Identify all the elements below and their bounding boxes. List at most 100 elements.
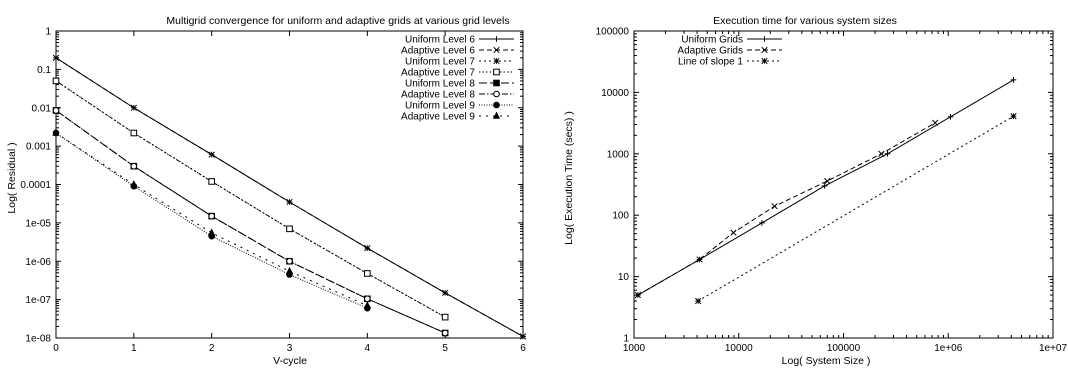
residual-chart-xlabel: V-cycle bbox=[273, 355, 307, 367]
x-tick-label: 5 bbox=[442, 343, 448, 354]
series-adaptive-grids bbox=[634, 119, 939, 299]
legend-label: Uniform Grids bbox=[681, 35, 743, 46]
y-tick-label: 1e-05 bbox=[25, 218, 51, 229]
legend-marker bbox=[493, 68, 500, 76]
data-point bbox=[771, 203, 778, 210]
data-point bbox=[130, 162, 138, 170]
exec-time-chart-xlabel: Log( System Size ) bbox=[782, 355, 871, 367]
y-tick-label: 0.01 bbox=[32, 103, 52, 114]
exec-time-chart: Execution time for various system sizes … bbox=[563, 15, 1067, 367]
data-point bbox=[285, 266, 294, 275]
x-tick-label: 10000 bbox=[725, 343, 753, 354]
legend-marker bbox=[493, 79, 500, 87]
data-point bbox=[441, 313, 449, 321]
x-tick-label: 100000 bbox=[827, 343, 861, 354]
legend-label: Adaptive Level 9 bbox=[401, 112, 475, 123]
data-point bbox=[759, 220, 765, 226]
y-tick-label: 1e-06 bbox=[25, 257, 51, 268]
data-point bbox=[364, 270, 371, 277]
legend-marker bbox=[761, 57, 768, 65]
data-point bbox=[694, 297, 702, 305]
legend-marker bbox=[492, 111, 501, 119]
y-tick-label: 0.1 bbox=[37, 65, 51, 76]
data-point bbox=[208, 151, 215, 158]
data-point bbox=[634, 291, 642, 299]
data-point bbox=[932, 119, 939, 126]
legend-entry: Adaptive Grids bbox=[677, 46, 782, 57]
data-point bbox=[1010, 113, 1017, 120]
series-uniform-level-7 bbox=[52, 77, 449, 321]
data-point bbox=[947, 114, 954, 120]
legend-marker bbox=[493, 36, 500, 42]
legend-marker bbox=[493, 57, 500, 65]
series-line bbox=[55, 110, 446, 334]
legend-label: Adaptive Level 8 bbox=[401, 90, 475, 101]
series-line-of-slope-1 bbox=[694, 113, 1017, 305]
data-point bbox=[363, 301, 371, 309]
legend-entry: Line of slope 1 bbox=[678, 57, 782, 68]
x-tick-label: 3 bbox=[287, 343, 293, 354]
x-tick-label: 6 bbox=[520, 343, 526, 354]
data-point bbox=[286, 198, 293, 206]
legend-label: Adaptive Level 7 bbox=[401, 68, 475, 79]
x-tick-label: 2 bbox=[209, 343, 215, 354]
exec-time-chart-ticks: 1000 10000 100000 1e+06 1e+07 1 10 100 1000 10000… bbox=[596, 27, 1068, 355]
data-point bbox=[730, 229, 737, 236]
legend-label: Uniform Level 9 bbox=[405, 101, 475, 112]
series-adaptive-level-6 bbox=[52, 54, 527, 340]
series-line bbox=[637, 122, 936, 296]
legend-entry: Uniform Level 7 bbox=[405, 57, 514, 68]
data-point bbox=[52, 54, 60, 61]
y-tick-label: 0.0001 bbox=[20, 180, 51, 191]
data-point bbox=[364, 244, 371, 252]
series-adaptive-level-9 bbox=[52, 128, 371, 309]
legend-label: Adaptive Grids bbox=[677, 46, 743, 57]
legend-label: Line of slope 1 bbox=[678, 57, 743, 68]
residual-chart-series bbox=[52, 54, 527, 340]
residual-chart-title: Multigrid convergence for uniform and ad… bbox=[166, 15, 509, 27]
exec-time-chart-series bbox=[634, 77, 1017, 305]
legend-label: Uniform Level 8 bbox=[405, 79, 475, 90]
legend-marker bbox=[493, 101, 500, 109]
residual-chart: Multigrid convergence for uniform and ad… bbox=[6, 15, 526, 367]
data-point bbox=[52, 128, 60, 136]
exec-time-plot-frame bbox=[633, 30, 1054, 339]
data-point bbox=[1010, 77, 1017, 83]
data-point bbox=[364, 295, 371, 303]
data-point bbox=[130, 180, 138, 188]
exec-time-chart-ylabel: Log( Execution Time (secs) ) bbox=[563, 111, 575, 245]
data-point bbox=[696, 256, 703, 263]
series-uniform-level-8 bbox=[52, 107, 449, 337]
exec-time-chart-title: Execution time for various system sizes bbox=[713, 15, 897, 27]
legend-entry: Uniform Level 8 bbox=[405, 79, 514, 90]
legend-label: Uniform Level 6 bbox=[405, 35, 475, 46]
series-adaptive-level-8 bbox=[52, 107, 449, 337]
y-tick-label: 0.001 bbox=[26, 142, 51, 153]
x-tick-label: 4 bbox=[365, 343, 371, 354]
legend-entry: Adaptive Level 9 bbox=[401, 112, 514, 123]
data-point bbox=[442, 289, 449, 297]
data-point bbox=[208, 178, 215, 185]
y-tick-label: 1000 bbox=[607, 149, 630, 160]
x-tick-label: 1e+06 bbox=[934, 343, 963, 354]
data-point bbox=[824, 177, 831, 185]
y-tick-label: 1e-07 bbox=[25, 295, 51, 306]
data-point bbox=[286, 225, 293, 233]
series-line bbox=[55, 132, 368, 309]
series-line bbox=[55, 80, 446, 318]
legend-label: Uniform Level 7 bbox=[405, 57, 475, 68]
y-tick-label: 100 bbox=[612, 211, 629, 222]
legend-entry: Adaptive Level 6 bbox=[401, 46, 514, 57]
data-point bbox=[441, 329, 449, 337]
data-point bbox=[821, 183, 828, 189]
data-point bbox=[130, 129, 138, 137]
series-line bbox=[55, 110, 446, 334]
legend-marker bbox=[761, 36, 768, 42]
residual-chart-ylabel: Log( Residual ) bbox=[6, 142, 18, 213]
data-point bbox=[130, 104, 137, 111]
series-line bbox=[697, 115, 1014, 302]
x-tick-label: 1 bbox=[131, 343, 137, 354]
